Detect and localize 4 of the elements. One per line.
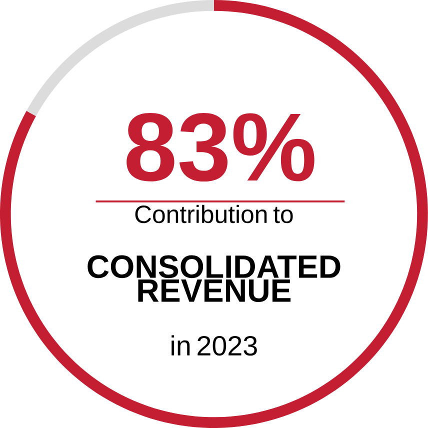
text: CONSOLIDATED REVENUE: [88, 255, 340, 302]
text: Contribution to: [135, 204, 293, 224]
data-label: 83%: [126, 113, 314, 182]
text: in 2023: [172, 335, 257, 356]
